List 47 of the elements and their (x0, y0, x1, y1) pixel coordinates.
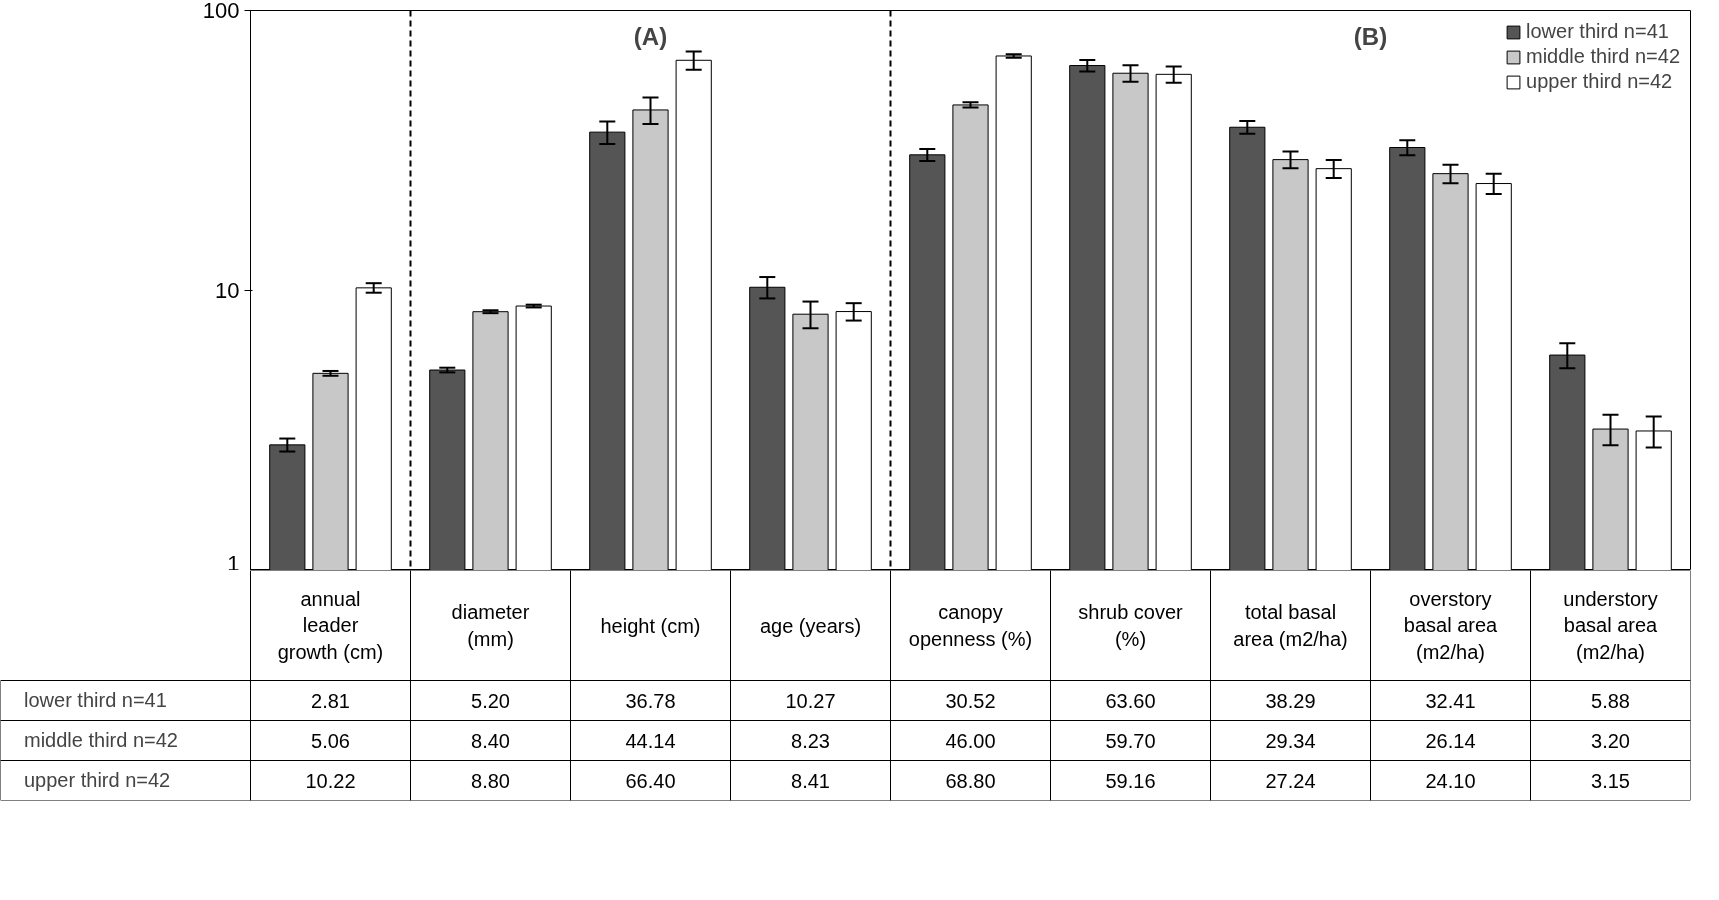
x-tick-label: canopy openness (%) (908, 601, 1033, 650)
text: upper third n=42 (24, 768, 171, 791)
data-label: 5.88 (1591, 689, 1630, 712)
x-tick-label: understory basal area (m2/ha) (1563, 588, 1659, 663)
data-label: 38.29 (1265, 689, 1316, 712)
x-tick-label: total basal area (m2/ha) (1233, 601, 1348, 650)
data-label: 3.15 (1591, 769, 1630, 792)
data-label: 59.16 (1105, 769, 1156, 792)
data-label: 44.14 (625, 729, 676, 752)
x-tick-label: shrub cover (%) (1078, 601, 1184, 650)
data-label: 30.52 (945, 689, 996, 712)
y-tick-label: 1 (227, 550, 240, 576)
data-label: 66.40 (625, 769, 676, 792)
text: middle third n=42 (24, 728, 178, 751)
data-label: 8.23 (791, 729, 830, 752)
data-label: 10.27 (785, 689, 836, 712)
data-label: 8.41 (791, 769, 830, 792)
data-label: 63.60 (1105, 689, 1156, 712)
data-label: 5.20 (471, 689, 510, 712)
data-label: 36.78 (625, 689, 676, 712)
annotation: (B) (1353, 22, 1388, 50)
x-tick-label: diameter (mm) (451, 601, 530, 650)
y-tick-label: 10 (215, 278, 240, 303)
data-label: 46.00 (945, 729, 996, 752)
annotation: (A) (633, 22, 668, 50)
data-label: 5.06 (311, 729, 350, 752)
x-tick-label: height (cm) (600, 614, 701, 637)
x-tick-label: age (years) (759, 614, 862, 637)
x-tick-label: annual leader growth (cm) (277, 588, 384, 663)
y-tick-label: 100 (202, 0, 240, 23)
legend-label: upper third n=42 (1526, 70, 1673, 93)
legend-label: lower third n=41 (1526, 20, 1669, 43)
data-label: 8.80 (471, 769, 510, 792)
text: lower third n=41 (24, 688, 167, 711)
data-label: 24.10 (1425, 769, 1476, 792)
data-label: 27.24 (1265, 769, 1316, 792)
data-label: 2.81 (311, 689, 350, 712)
x-tick-label: overstory basal area (m2/ha) (1403, 588, 1499, 663)
data-label: 29.34 (1265, 729, 1316, 752)
data-label: 32.41 (1425, 689, 1476, 712)
data-label: 59.70 (1105, 729, 1156, 752)
data-label: 8.40 (471, 729, 510, 752)
data-label: 10.22 (305, 769, 356, 792)
data-label: 68.80 (945, 769, 996, 792)
data-label: 3.20 (1591, 729, 1630, 752)
data-label: 26.14 (1425, 729, 1476, 752)
legend-label: middle third n=42 (1526, 45, 1680, 68)
